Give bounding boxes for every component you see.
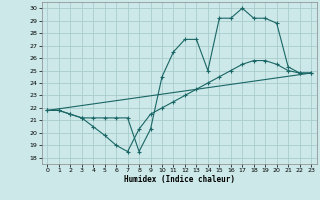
X-axis label: Humidex (Indice chaleur): Humidex (Indice chaleur) [124, 175, 235, 184]
